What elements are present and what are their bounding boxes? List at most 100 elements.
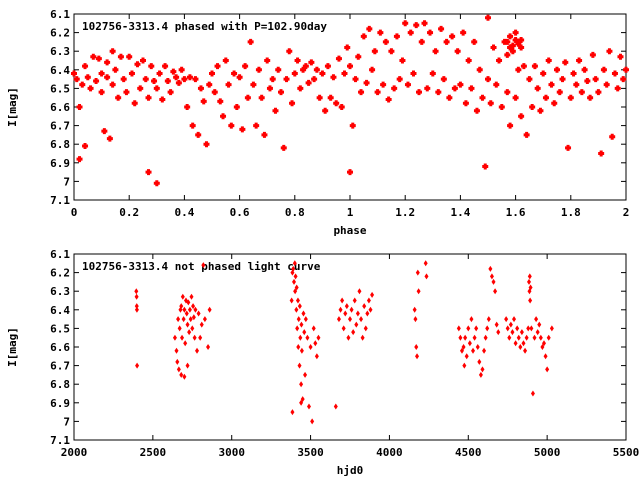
phased-data-point — [322, 107, 329, 114]
phased-data-point — [473, 107, 480, 114]
unphased-data-point — [424, 273, 429, 280]
unphased-data-point — [534, 316, 539, 323]
unphased-data-point — [489, 273, 494, 280]
unphased-data-point — [314, 353, 319, 360]
unphased-data-point — [293, 288, 298, 295]
phased-data-point — [457, 81, 464, 88]
phased-data-point — [573, 81, 580, 88]
phased-data-point — [587, 94, 594, 101]
unphased-data-point — [193, 306, 198, 313]
unphased-x-tick-label: 3000 — [218, 446, 245, 459]
unphased-data-point — [176, 366, 181, 373]
phased-data-point — [402, 20, 409, 27]
phased-data-point — [275, 66, 282, 73]
phased-data-point — [600, 66, 607, 73]
unphased-data-point — [306, 403, 311, 410]
unphased-data-point — [316, 334, 321, 341]
phased-data-points — [71, 14, 629, 187]
unphased-data-point — [512, 316, 517, 323]
phased-data-point — [598, 150, 605, 157]
phased-data-point — [512, 94, 519, 101]
phased-x-tick-label: 1.2 — [395, 206, 415, 219]
phased-data-point — [584, 77, 591, 84]
phased-data-point — [493, 81, 500, 88]
phased-data-point — [545, 57, 552, 64]
phased-data-point — [565, 144, 572, 151]
unphased-data-point — [349, 306, 354, 313]
phased-data-point — [173, 74, 180, 81]
phased-chart-title: 102756-3313.4 phased with P=102.90day — [82, 20, 327, 33]
phased-data-point — [206, 81, 213, 88]
unphased-data-point — [344, 303, 349, 310]
unphased-data-point — [527, 278, 532, 285]
unphased-data-point — [462, 362, 467, 369]
unphased-data-point — [201, 262, 206, 269]
unphased-data-point — [486, 316, 491, 323]
phased-data-point — [272, 107, 279, 114]
unphased-data-point — [297, 362, 302, 369]
phased-data-point — [498, 104, 505, 110]
phased-data-point — [258, 94, 265, 101]
phased-data-point — [578, 89, 585, 96]
unphased-data-point — [134, 293, 139, 300]
phased-data-point — [399, 57, 406, 64]
phased-data-point — [537, 107, 544, 114]
unphased-data-point — [174, 347, 179, 354]
unphased-light-curve-panel: 102756-3313.4 not phased light curve hjd… — [6, 248, 639, 477]
unphased-data-point — [299, 381, 304, 388]
phased-data-point — [611, 70, 618, 77]
phased-data-point — [490, 44, 497, 51]
phased-y-tick-label: 6.4 — [50, 64, 70, 77]
phased-data-point — [189, 122, 196, 129]
unphased-data-point — [415, 269, 420, 276]
phased-data-point — [504, 38, 511, 45]
unphased-data-point — [529, 325, 534, 332]
phased-data-point — [159, 96, 166, 103]
unphased-data-point — [297, 303, 302, 310]
phased-data-point — [253, 122, 260, 129]
unphased-y-tick-label: 6.8 — [50, 378, 70, 391]
phased-data-point — [142, 76, 149, 83]
phased-data-point — [101, 128, 108, 135]
unphased-data-point — [537, 321, 542, 328]
phased-data-point — [440, 76, 447, 83]
phased-data-point — [335, 55, 342, 62]
phased-y-tick-label: 6.1 — [50, 8, 70, 21]
phased-data-point — [225, 81, 232, 88]
unphased-data-point — [461, 344, 466, 350]
unphased-data-point — [195, 347, 200, 354]
phased-data-point — [407, 29, 414, 36]
phased-data-point — [393, 33, 400, 40]
phased-data-point — [438, 25, 445, 32]
phased-data-point — [128, 70, 135, 77]
unphased-data-point — [182, 306, 187, 313]
phased-data-point — [151, 77, 158, 84]
phased-data-point — [429, 70, 436, 77]
phased-data-point — [435, 89, 442, 96]
phased-data-point — [278, 89, 284, 96]
phased-data-point — [145, 94, 152, 101]
phased-data-point — [140, 57, 146, 64]
phased-data-point — [156, 70, 163, 77]
unphased-data-point — [505, 325, 510, 332]
phased-data-point — [606, 48, 613, 55]
phased-data-point — [211, 89, 218, 96]
unphased-x-tick-label: 2500 — [140, 446, 167, 459]
unphased-data-point — [513, 340, 518, 347]
phased-data-point — [269, 76, 276, 83]
unphased-data-point — [493, 288, 498, 295]
phased-data-point — [106, 135, 113, 142]
phased-data-point — [451, 85, 458, 92]
phased-data-point — [347, 63, 353, 70]
phased-data-point — [197, 85, 204, 92]
phased-x-tick-label: 1.8 — [561, 206, 581, 219]
phased-data-point — [280, 144, 287, 151]
phased-data-point — [363, 79, 370, 86]
unphased-data-point — [416, 288, 421, 295]
phased-data-point — [76, 104, 83, 110]
phased-y-tick-label: 6.6 — [50, 101, 70, 114]
unphased-data-point — [459, 347, 464, 354]
unphased-y-tick-label: 6.5 — [50, 322, 70, 335]
phased-data-point — [308, 59, 315, 66]
unphased-data-point — [185, 321, 190, 328]
